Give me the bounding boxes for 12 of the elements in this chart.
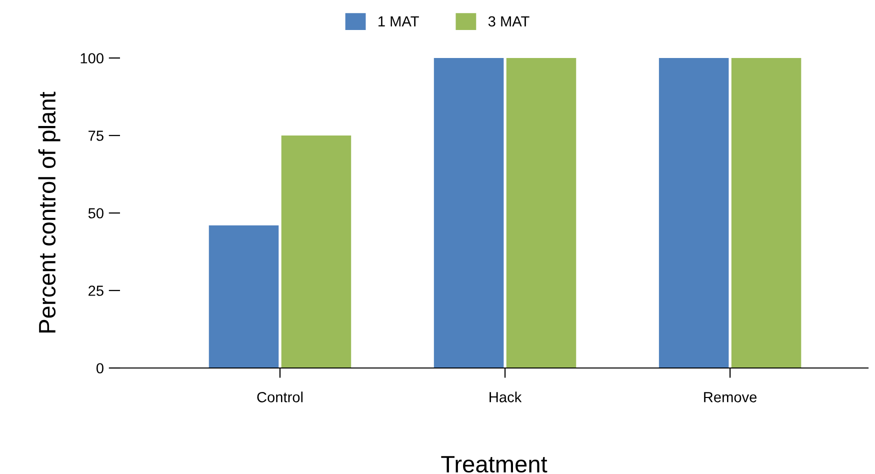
y-tick-label: 25	[88, 286, 104, 296]
x-tick-label: Hack	[490, 392, 522, 402]
y-tick-label: 75	[88, 130, 104, 141]
legend-label: 1 MAT	[378, 16, 419, 26]
y-tick-label: 50	[88, 208, 104, 218]
y-tick-label: 100	[80, 53, 104, 64]
x-tick-label: Control	[257, 392, 303, 402]
y-axis-title: Percent control of plant	[38, 92, 60, 332]
y-tick-label: 0	[96, 363, 104, 374]
legend-label: 3 MAT	[488, 16, 530, 27]
x-axis-title: Treatment	[441, 456, 548, 473]
x-tick-label: Remove	[704, 392, 757, 402]
